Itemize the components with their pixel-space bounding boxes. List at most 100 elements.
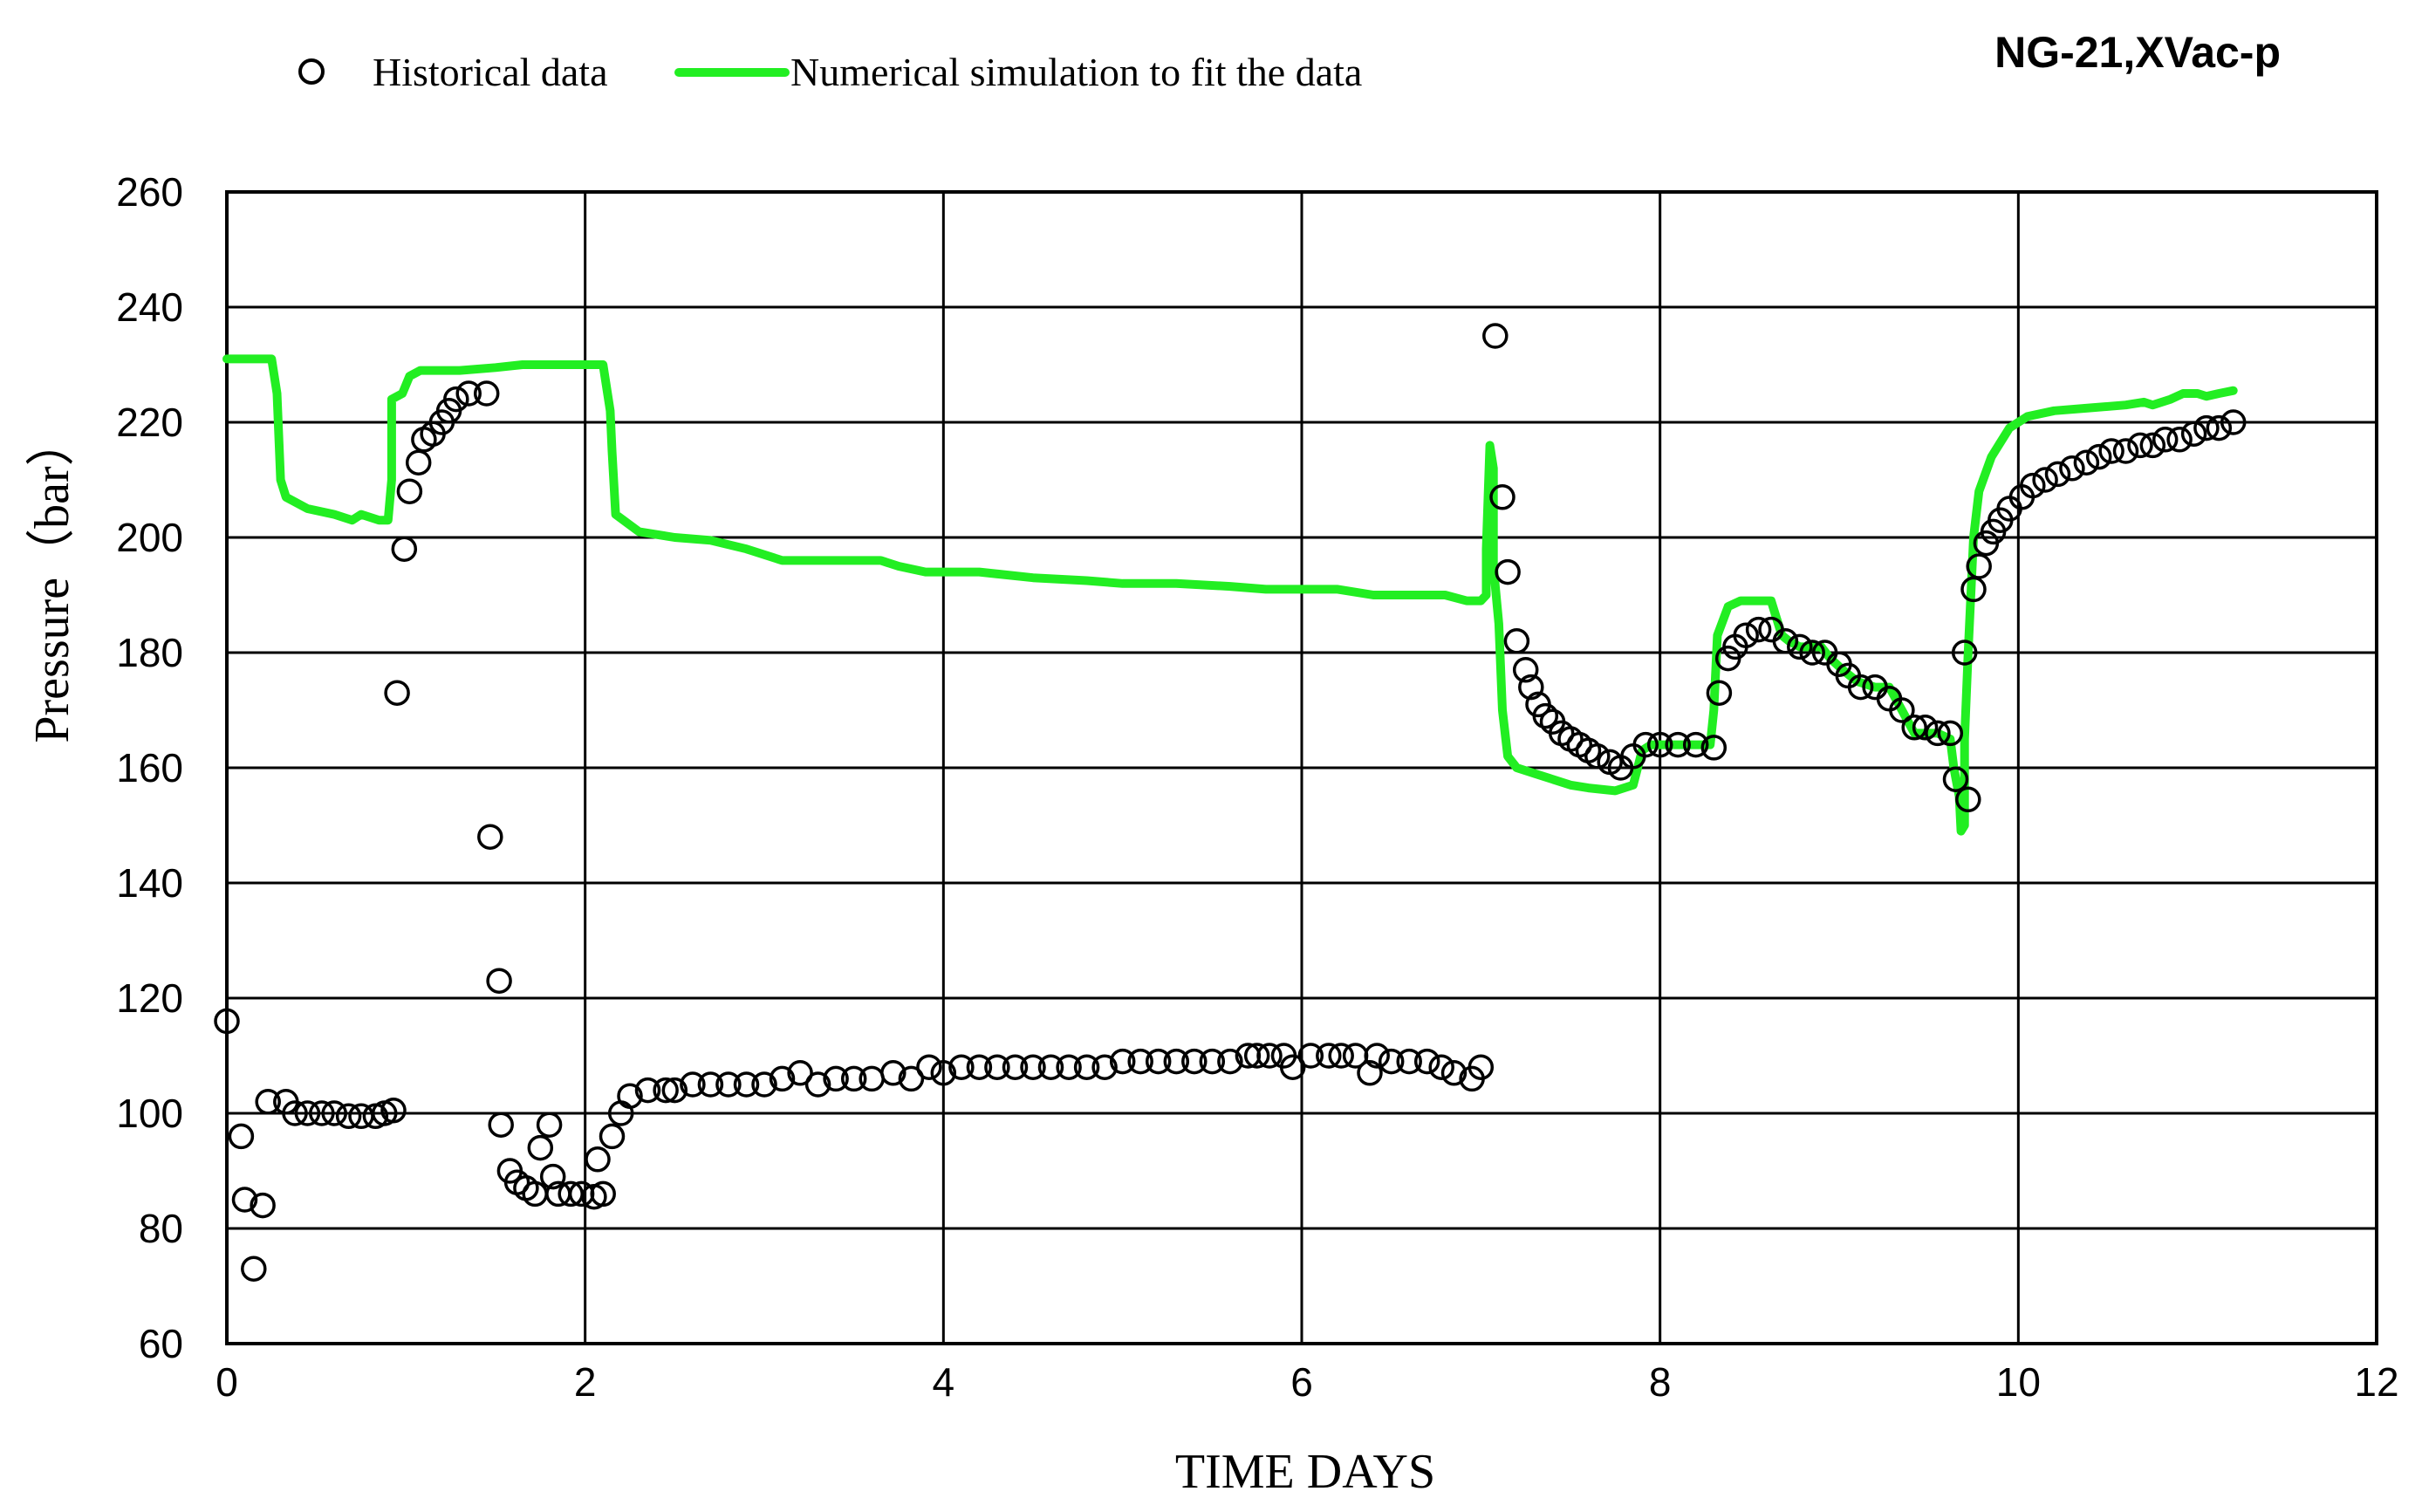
y-tick-label: 220 bbox=[116, 400, 183, 445]
y-tick-label: 200 bbox=[116, 515, 183, 560]
legend-historical-marker bbox=[298, 58, 325, 85]
historical-data-point bbox=[661, 1077, 688, 1104]
historical-data-point bbox=[488, 1112, 514, 1138]
historical-data-point bbox=[804, 1071, 831, 1098]
historical-data-point bbox=[527, 1134, 554, 1161]
historical-data-point bbox=[1532, 702, 1559, 729]
historical-data-point bbox=[1512, 657, 1539, 683]
historical-data-point bbox=[1056, 1054, 1082, 1080]
historical-data-point bbox=[1787, 633, 1813, 660]
y-tick-label: 240 bbox=[116, 284, 183, 330]
historical-data-point bbox=[2059, 455, 2085, 482]
historical-data-point bbox=[1127, 1048, 1153, 1075]
historical-data-point bbox=[2112, 438, 2139, 464]
historical-data-point bbox=[1316, 1043, 1342, 1069]
historical-data-point bbox=[1037, 1054, 1064, 1080]
historical-data-point bbox=[282, 1100, 308, 1126]
historical-data-point bbox=[321, 1100, 347, 1126]
y-tick-label: 180 bbox=[116, 630, 183, 675]
historical-data-point bbox=[715, 1071, 742, 1098]
historical-data-point bbox=[250, 1192, 276, 1219]
historical-data-point bbox=[2220, 409, 2247, 435]
historical-data-point bbox=[384, 680, 410, 706]
historical-data-point bbox=[1951, 640, 1978, 666]
historical-data-point bbox=[2044, 461, 2071, 488]
historical-data-point bbox=[1665, 731, 1691, 758]
historical-data-point bbox=[751, 1071, 777, 1098]
historical-data-point bbox=[880, 1060, 907, 1086]
historical-data-point bbox=[1960, 576, 1987, 603]
historical-data-point bbox=[1745, 616, 1772, 643]
historical-data-point bbox=[1901, 715, 1927, 741]
historical-data-point bbox=[1109, 1048, 1136, 1075]
x-tick-label: 4 bbox=[933, 1359, 955, 1405]
x-tick-labels: 0 2 4 6 8 10 12 bbox=[216, 1359, 2398, 1405]
historical-data-point bbox=[2139, 432, 2166, 459]
y-tick-label: 80 bbox=[139, 1206, 183, 1251]
historical-data-point bbox=[2206, 414, 2233, 441]
historical-data-point bbox=[1646, 731, 1673, 758]
historical-data-point bbox=[1700, 735, 1728, 761]
historical-data-point bbox=[634, 1077, 661, 1104]
historical-data-point bbox=[617, 1083, 643, 1109]
historical-data-point bbox=[1889, 697, 1915, 723]
legend: Historical data Numerical simulation to … bbox=[298, 50, 1362, 94]
historical-data-point bbox=[1073, 1054, 1100, 1080]
historical-data-point bbox=[214, 1008, 240, 1035]
historical-data-point bbox=[2166, 427, 2193, 453]
historical-data-point bbox=[1002, 1054, 1029, 1080]
historical-data-point bbox=[1912, 715, 1939, 741]
historical-data-point bbox=[1495, 558, 1521, 585]
historical-data-point bbox=[916, 1054, 942, 1080]
historical-data-point bbox=[455, 380, 482, 407]
historical-data-point bbox=[948, 1054, 975, 1080]
historical-data-point bbox=[2098, 438, 2124, 464]
historical-data-point bbox=[1482, 323, 1509, 349]
historical-data-point bbox=[405, 449, 432, 475]
y-tick-label: 140 bbox=[116, 860, 183, 906]
historical-data-point bbox=[599, 1123, 626, 1150]
historical-data-point bbox=[443, 386, 469, 413]
historical-data-point bbox=[1440, 1060, 1468, 1086]
legend-historical-label: Historical data bbox=[373, 50, 608, 94]
historical-data-point bbox=[309, 1100, 335, 1126]
historical-data-point bbox=[1020, 1054, 1046, 1080]
y-tick-label: 120 bbox=[116, 975, 183, 1021]
historical-data-point bbox=[1328, 1043, 1354, 1069]
historical-data-point bbox=[1706, 680, 1733, 706]
x-tick-label: 10 bbox=[1996, 1359, 2041, 1405]
historical-data-point bbox=[1217, 1048, 1243, 1075]
historical-data-point bbox=[823, 1065, 849, 1092]
x-tick-label: 0 bbox=[216, 1359, 238, 1405]
y-tick-label: 60 bbox=[139, 1321, 183, 1366]
historical-data-point bbox=[1378, 1048, 1405, 1075]
y-tick-label: 100 bbox=[116, 1091, 183, 1136]
historical-data-point bbox=[585, 1146, 611, 1173]
historical-data-point bbox=[241, 1255, 267, 1282]
historical-data-point bbox=[680, 1071, 706, 1098]
historical-data-point bbox=[473, 380, 500, 407]
historical-data-series bbox=[214, 323, 2247, 1282]
historical-data-point bbox=[984, 1054, 1010, 1080]
plot-border bbox=[225, 190, 2378, 1345]
historical-data-point bbox=[2020, 472, 2046, 499]
historical-data-point bbox=[539, 1163, 566, 1190]
legend-simulation-label: Numerical simulation to fit the data bbox=[790, 50, 1362, 94]
historical-data-point bbox=[2032, 467, 2058, 493]
historical-data-point bbox=[1199, 1048, 1226, 1075]
historical-data-point bbox=[590, 1180, 616, 1208]
historical-data-point bbox=[1925, 720, 1951, 747]
x-tick-label: 8 bbox=[1649, 1359, 1672, 1405]
x-tick-label: 12 bbox=[2354, 1359, 2398, 1405]
x-tick-label: 6 bbox=[1290, 1359, 1313, 1405]
historical-data-point bbox=[255, 1089, 281, 1115]
historical-data-point bbox=[2193, 414, 2220, 441]
historical-data-point bbox=[1091, 1054, 1118, 1080]
historical-data-point bbox=[1966, 553, 1992, 579]
historical-data-point bbox=[930, 1060, 957, 1086]
historical-data-point bbox=[1942, 766, 1969, 792]
historical-data-point bbox=[1937, 720, 1964, 747]
historical-data-point bbox=[294, 1100, 321, 1126]
